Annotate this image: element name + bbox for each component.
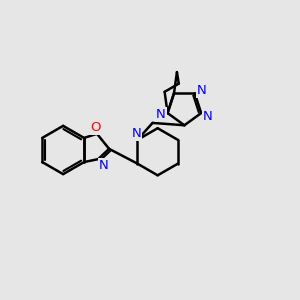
Text: N: N [203, 110, 213, 122]
Text: O: O [90, 121, 101, 134]
Text: N: N [156, 108, 166, 121]
Text: N: N [132, 127, 142, 140]
Text: N: N [197, 84, 206, 97]
Text: N: N [99, 159, 109, 172]
